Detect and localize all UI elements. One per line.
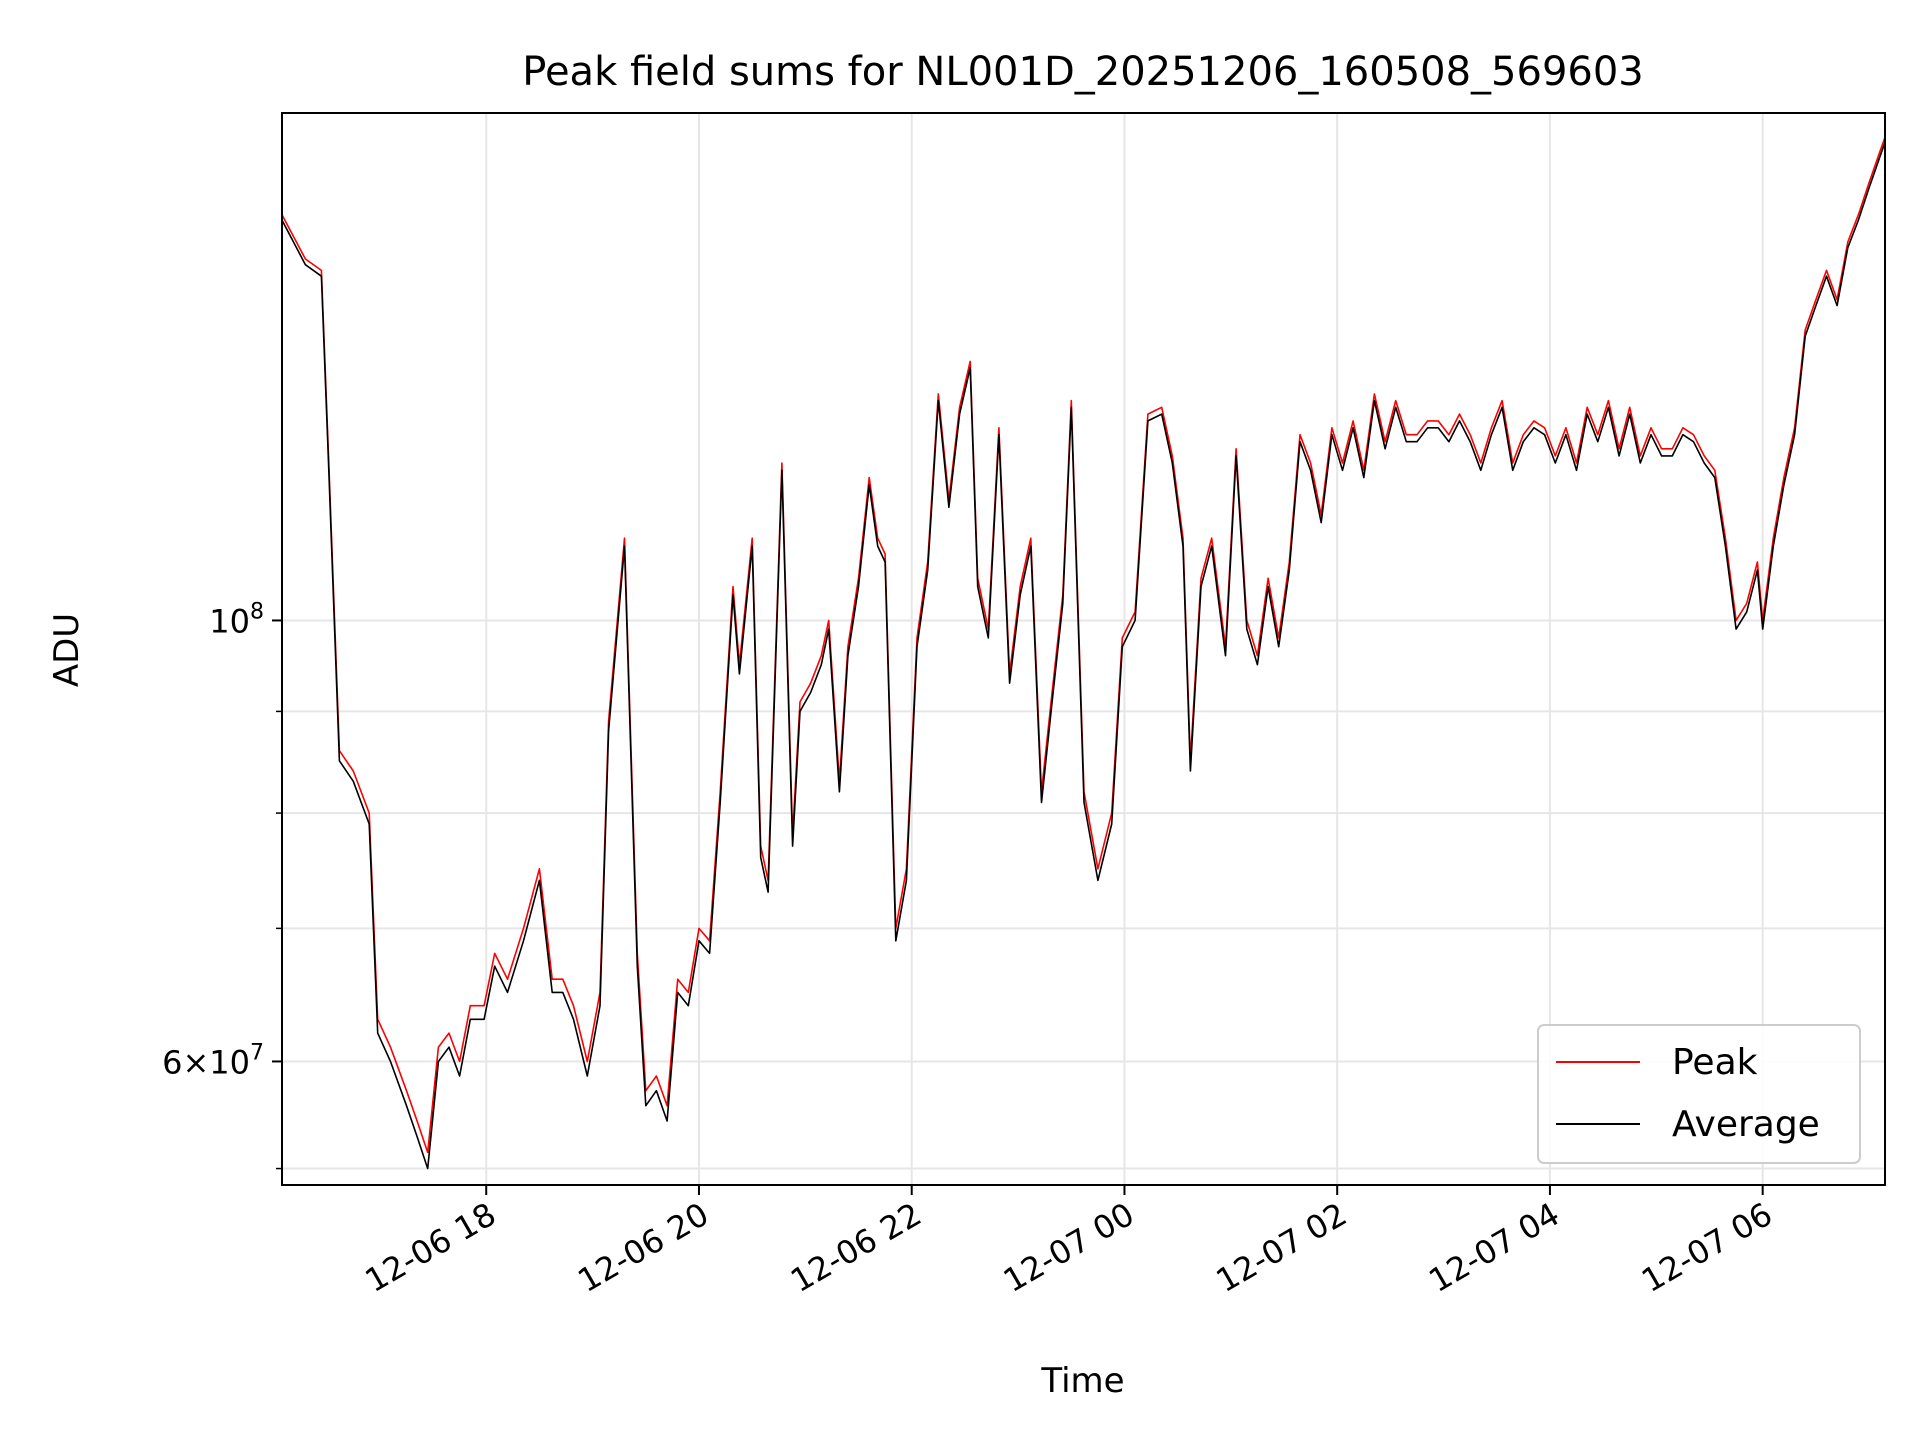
legend: Peak Average	[1537, 1024, 1861, 1164]
series-layer	[281, 137, 1886, 1170]
grid	[282, 113, 1885, 1185]
chart-title: Peak field sums for NL001D_20251206_1605…	[522, 49, 1643, 95]
series-line-average	[281, 142, 1886, 1170]
legend-box	[1537, 1024, 1861, 1164]
y-axis-title: ADU	[47, 613, 87, 687]
legend-label-peak: Peak	[1672, 1042, 1758, 1083]
series-line-peak	[281, 137, 1886, 1154]
x-axis-title: Time	[1040, 1361, 1124, 1401]
legend-label-average: Average	[1672, 1104, 1820, 1145]
y-tick-label: 6×107	[162, 1040, 264, 1081]
plot-frame	[281, 112, 1886, 1186]
